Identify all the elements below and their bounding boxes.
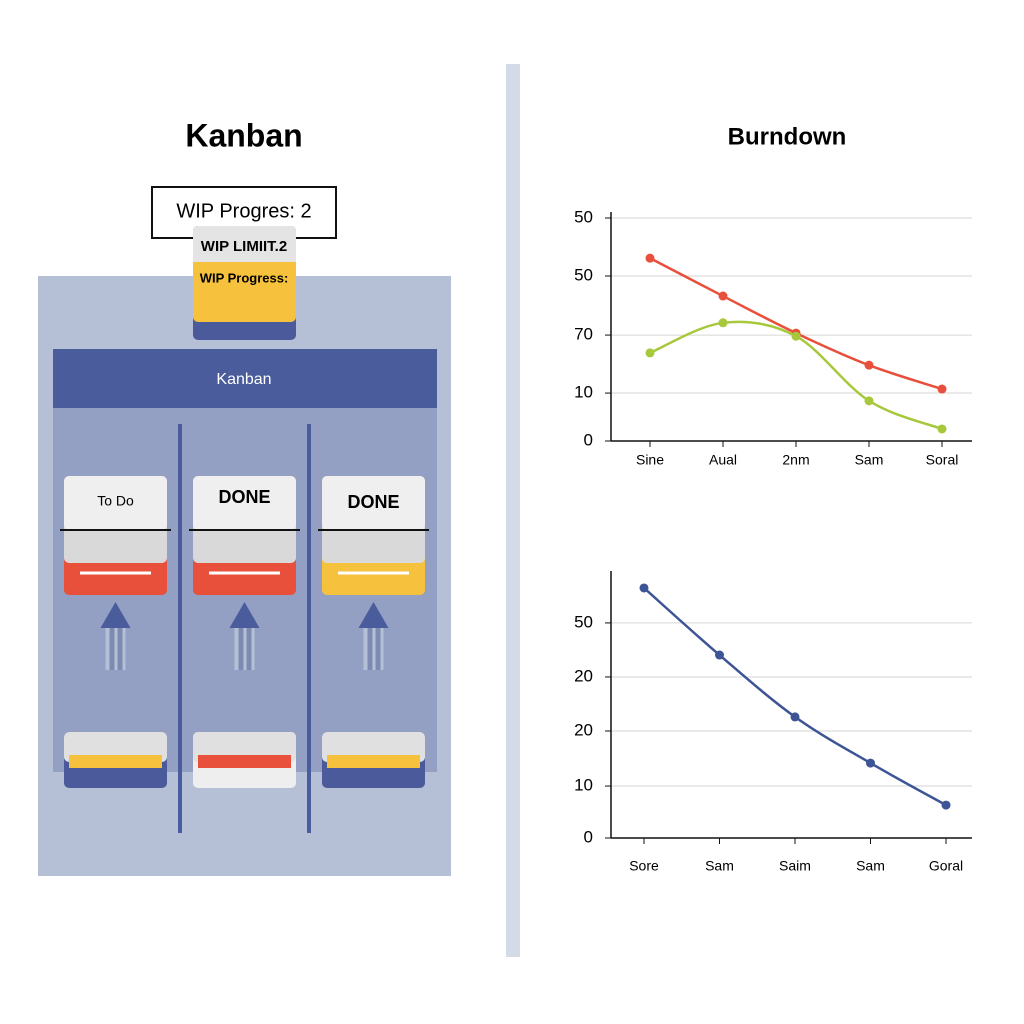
data-point: [864, 360, 874, 370]
y-tick-label: 0: [584, 827, 593, 846]
y-tick-label: 50: [574, 265, 593, 284]
card-bottom-bar: [327, 755, 420, 768]
charts: 0 10 70 50 50 Sine Aual 2nm Sam Soral 0 10 20 20 50 Sor…: [574, 207, 972, 874]
data-point: [866, 758, 875, 768]
arrow-shaft: [246, 628, 252, 670]
data-point: [718, 291, 728, 301]
y-tick-label: 50: [574, 207, 593, 226]
y-tick-label: 20: [574, 720, 593, 739]
chart-title: Burndown: [728, 123, 847, 150]
arrow-shaft: [238, 628, 244, 670]
kanban-title: Kanban: [185, 117, 302, 153]
data-point: [639, 583, 649, 593]
arrow-shaft: [117, 628, 123, 670]
data-point: [864, 396, 874, 406]
x-tick-label: Aual: [709, 452, 737, 468]
card-bottom-bar: [69, 755, 162, 768]
cards: To Do DONE DONE: [60, 476, 429, 788]
y-tick-label: 10: [574, 383, 593, 402]
x-tick-label: Goral: [929, 858, 963, 874]
board-header: [53, 349, 437, 408]
data-point: [645, 348, 655, 358]
wip-progress: WIP Progress:: [200, 270, 289, 285]
column-title: DONE: [218, 487, 270, 507]
card-top: [193, 476, 296, 530]
card-top: [322, 476, 425, 530]
data-point: [791, 331, 801, 341]
board-header-text: Kanban: [216, 371, 271, 388]
arrow-shaft: [367, 628, 373, 670]
y-tick-label: 10: [574, 776, 593, 795]
data-point: [937, 384, 947, 394]
card-bottom-bar: [198, 755, 291, 768]
column-title: To Do: [97, 493, 134, 509]
card-top: [64, 476, 167, 530]
x-tick-label: 2nm: [782, 452, 809, 468]
data-point: [790, 712, 800, 722]
data-point: [645, 253, 655, 263]
data-point: [941, 800, 951, 810]
x-tick-label: Sam: [705, 858, 734, 874]
card-bottom-top: [64, 732, 167, 762]
data-point: [715, 650, 724, 660]
y-tick-label: 70: [574, 325, 593, 344]
arrow-shaft: [109, 628, 115, 670]
card-bottom-top: [322, 732, 425, 762]
arrow-head: [229, 602, 260, 628]
x-tick-label: Sam: [856, 858, 885, 874]
x-tick-label: Sore: [629, 858, 659, 874]
wip-limit: WIP LIMIIT.2: [201, 238, 287, 255]
sticky-top: [193, 252, 296, 262]
y-tick-label: 0: [584, 430, 593, 449]
y-tick-label: 20: [574, 666, 593, 685]
x-tick-label: Saim: [779, 858, 811, 874]
data-point: [718, 318, 728, 328]
column-title: DONE: [347, 492, 399, 512]
wip-box-text: WIP Progres: 2: [176, 200, 311, 222]
card-bottom-top: [193, 732, 296, 762]
arrow-head: [100, 602, 131, 628]
x-tick-label: Soral: [926, 452, 959, 468]
x-tick-label: Sam: [855, 452, 884, 468]
sticky-card: [193, 226, 296, 340]
y-tick-label: 50: [574, 612, 593, 631]
arrow-shaft: [375, 628, 381, 670]
x-tick-label: Sine: [636, 452, 664, 468]
data-point: [937, 424, 947, 434]
arrow-head: [358, 602, 389, 628]
panel-divider: [506, 64, 520, 957]
